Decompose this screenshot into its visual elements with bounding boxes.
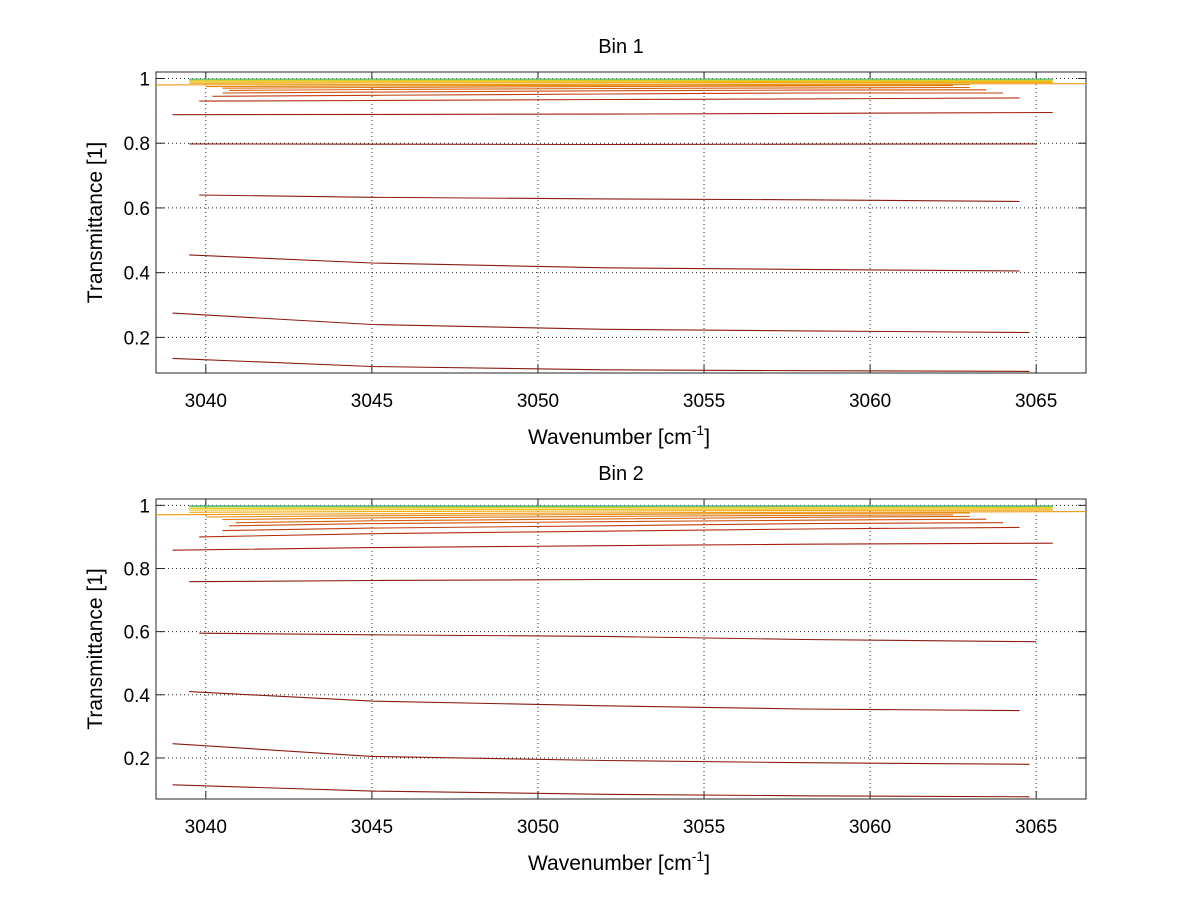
x-axis-label-suffix: ] xyxy=(704,852,710,875)
series-line-15 xyxy=(189,508,1053,511)
y-tick-label: 0.2 xyxy=(124,328,150,349)
y-tick-label: 0.4 xyxy=(124,686,151,707)
series-line-16 xyxy=(189,506,1053,510)
x-axis-label: Wavenumber [cm-1] xyxy=(528,848,710,875)
series-line-15 xyxy=(189,80,1053,83)
x-tick-label: 3060 xyxy=(849,391,891,412)
series-line-1 xyxy=(172,784,1030,798)
x-tick-label: 3050 xyxy=(517,391,559,412)
series-line-3 xyxy=(189,254,1020,272)
y-tick-label: 0.8 xyxy=(124,559,150,580)
series-group xyxy=(156,78,1086,372)
x-axis-label: Wavenumber [cm-1] xyxy=(528,422,710,449)
x-tick-label: 3065 xyxy=(1015,817,1057,838)
y-tick-label: 1 xyxy=(139,69,150,90)
y-axis-label: Transmittance [1] xyxy=(84,142,107,303)
series-line-5 xyxy=(189,143,1037,146)
x-tick-label: 3040 xyxy=(185,391,227,412)
axes-box xyxy=(155,71,1087,374)
chart-title: Bin 2 xyxy=(598,463,644,485)
x-axis-label-superscript: -1 xyxy=(692,848,705,864)
y-tick-label: 0.6 xyxy=(124,199,150,220)
series-line-1 xyxy=(172,357,1030,372)
series-line-12 xyxy=(205,84,970,88)
series-line-2 xyxy=(172,312,1030,334)
y-tick-label: 0.6 xyxy=(124,623,150,644)
series-line-2 xyxy=(172,743,1030,765)
series-line-13 xyxy=(156,511,1086,516)
x-axis-label-text: Wavenumber [cm xyxy=(528,426,692,449)
x-tick-label: 3055 xyxy=(683,391,725,412)
x-tick-label: 3045 xyxy=(351,391,393,412)
series-line-7 xyxy=(199,97,1020,102)
series-line-3 xyxy=(189,691,1020,712)
series-line-5 xyxy=(189,578,1037,583)
y-tick-label: 0.4 xyxy=(124,264,151,285)
y-axis-label: Transmittance [1] xyxy=(84,568,107,729)
series-line-10 xyxy=(229,86,970,91)
chart-title: Bin 1 xyxy=(598,36,644,58)
chart-panel: 3040 3045 3050 3055 3060 3065 0.2 0.4 0.6 0.8 1 Bin… xyxy=(84,36,1087,449)
series-line-11 xyxy=(222,85,954,89)
chart-panel: 3040 3045 3050 3055 3060 3065 0.2 0.4 0.6 0.8 1 Bin… xyxy=(84,463,1087,875)
series-line-14 xyxy=(189,509,1053,513)
series-line-12 xyxy=(205,512,970,518)
series-line-6 xyxy=(172,542,1053,551)
x-tick-label: 3040 xyxy=(185,817,227,838)
series-line-11 xyxy=(222,514,954,521)
series-line-14 xyxy=(189,81,1053,84)
x-tick-label: 3060 xyxy=(849,817,891,838)
series-line-6 xyxy=(172,111,1053,116)
y-tick-label: 1 xyxy=(139,496,150,517)
axes-box xyxy=(155,498,1087,800)
series-line-9 xyxy=(229,518,987,527)
x-tick-label: 3045 xyxy=(351,817,393,838)
x-axis-label-text: Wavenumber [cm xyxy=(528,852,692,875)
series-line-4 xyxy=(199,632,1037,643)
series-line-8 xyxy=(222,522,1004,532)
series-line-9 xyxy=(222,89,987,94)
series-line-13 xyxy=(156,83,1086,86)
series-line-4 xyxy=(199,194,1020,203)
x-axis-label-superscript: -1 xyxy=(692,422,705,438)
series-line-8 xyxy=(212,92,1003,97)
x-tick-label: 3055 xyxy=(683,817,725,838)
series-line-7 xyxy=(199,526,1020,538)
series-line-10 xyxy=(235,515,970,524)
y-tick-label: 0.8 xyxy=(124,134,150,155)
x-axis-label-suffix: ] xyxy=(704,426,710,449)
x-tick-label: 3065 xyxy=(1015,391,1057,412)
y-tick-label: 0.2 xyxy=(124,749,150,770)
series-group xyxy=(156,505,1086,798)
x-tick-label: 3050 xyxy=(517,817,559,838)
